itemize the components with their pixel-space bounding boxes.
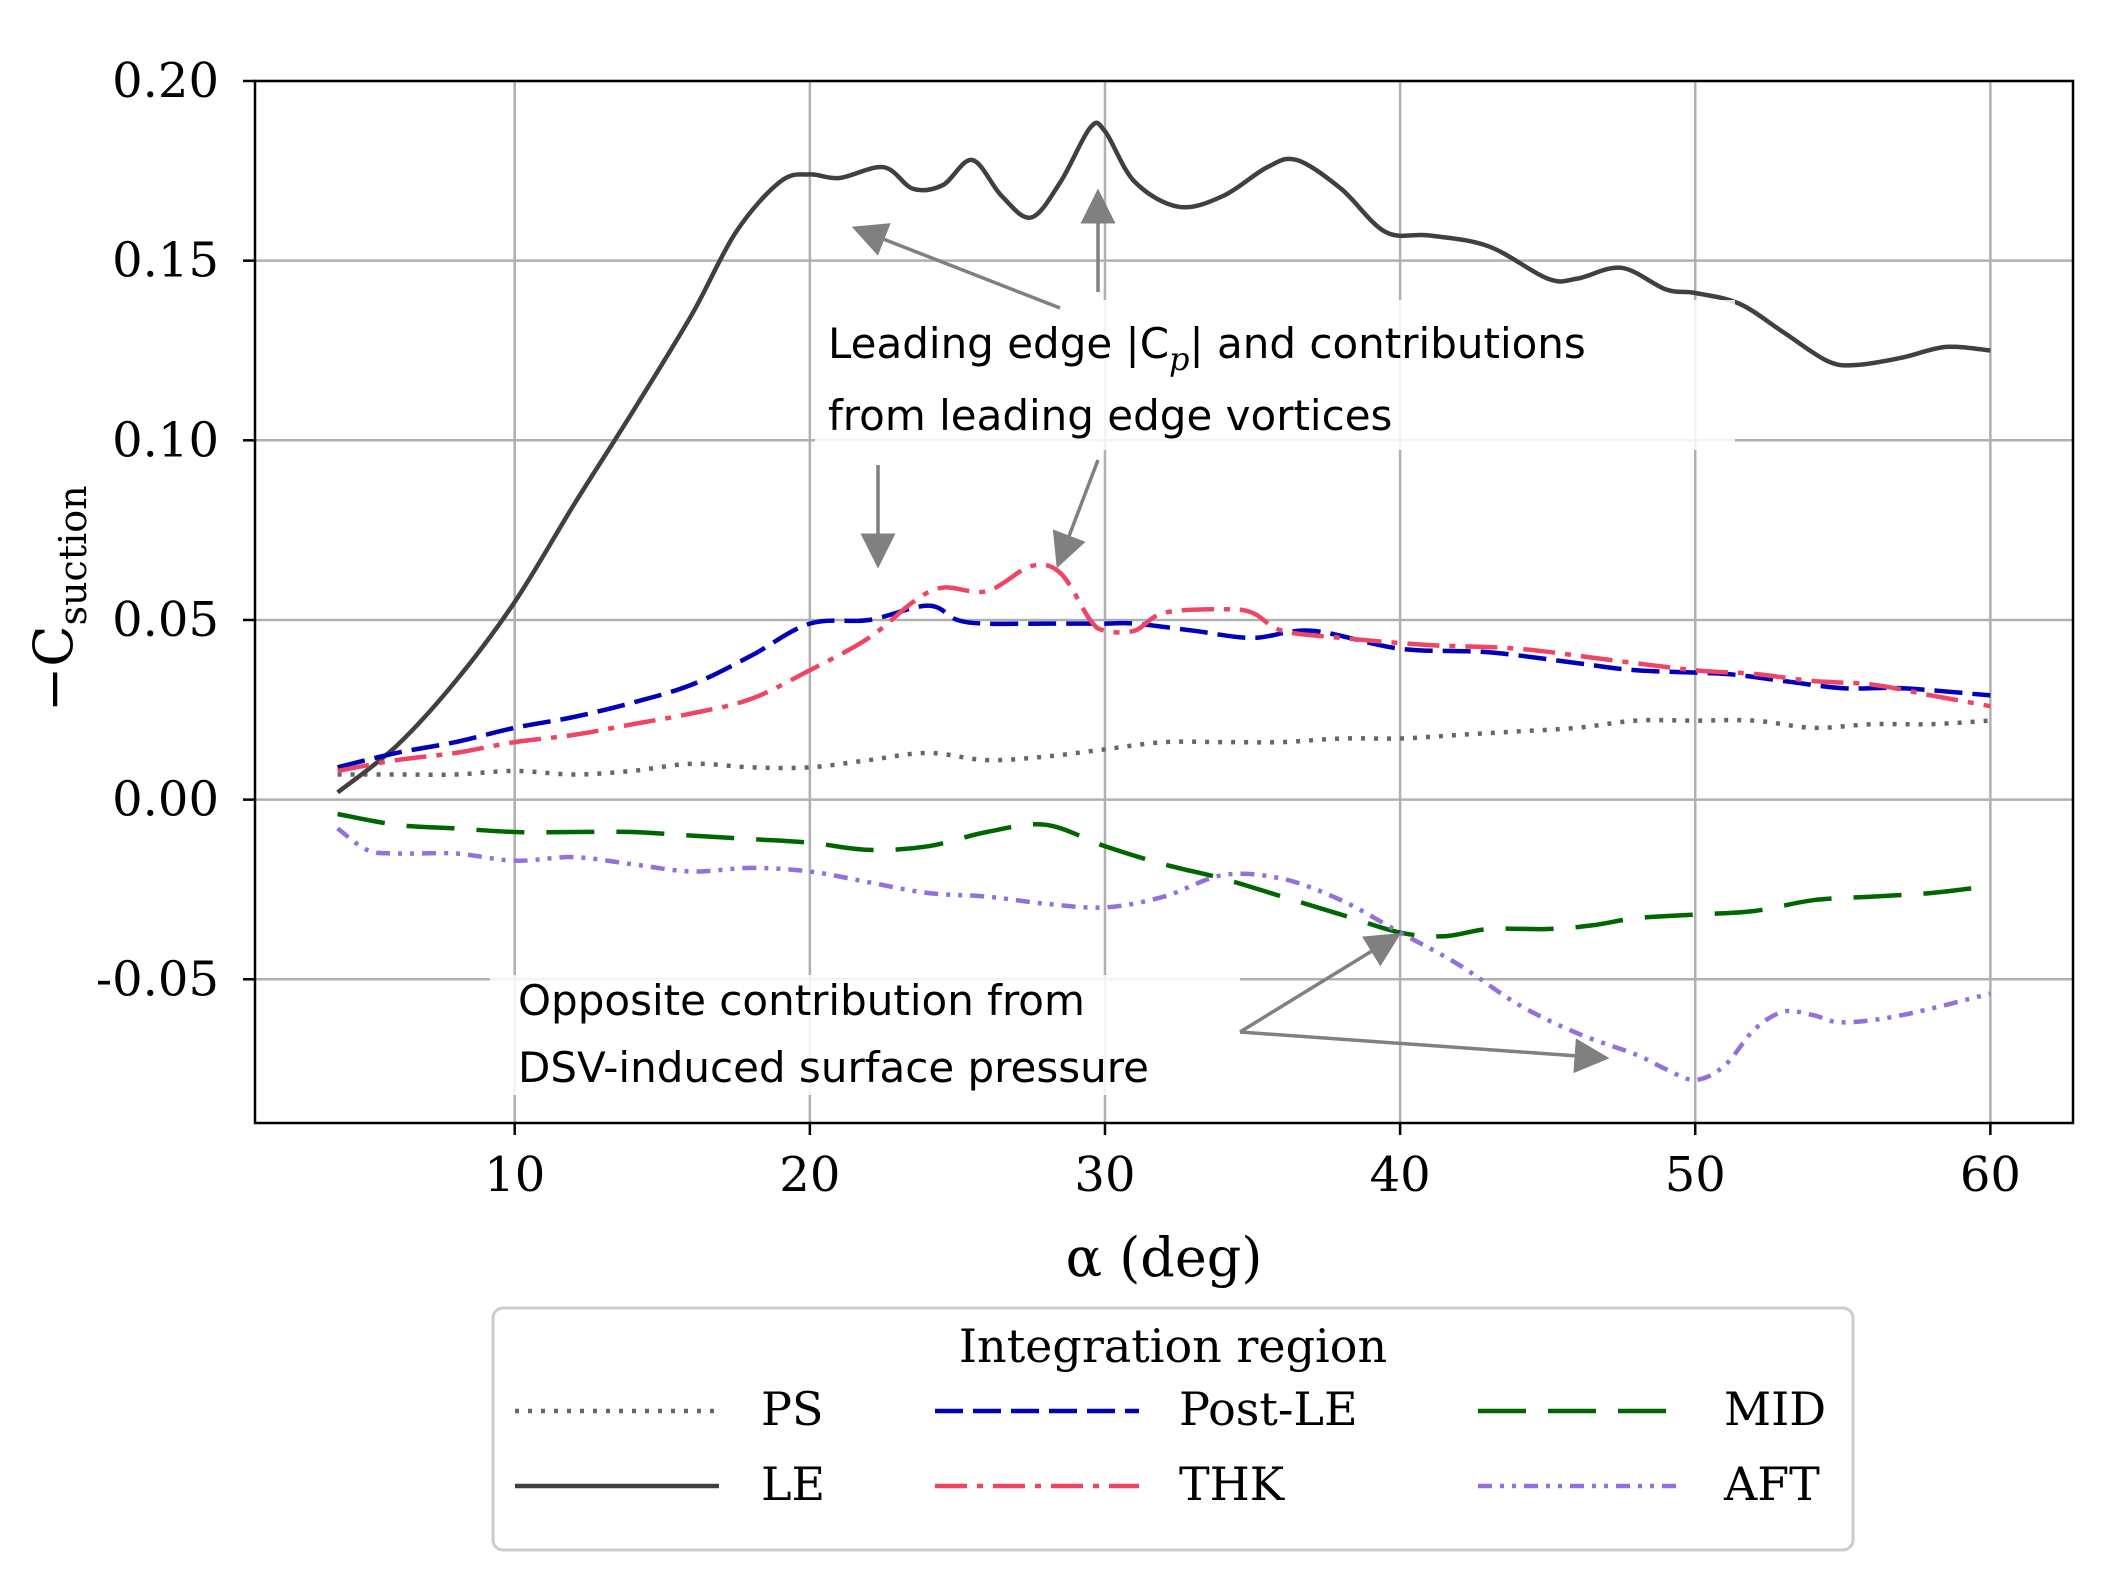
axis-ticks: 10 20 30 40 50 60 -0.05 0.00 0.05 0.10 0.15 0.20 bbox=[96, 53, 2021, 1203]
x-tick-label: 50 bbox=[1665, 1147, 1726, 1203]
series-line-mid bbox=[337, 811, 1991, 939]
y-tick-label: 0.00 bbox=[112, 772, 219, 828]
y-axis-label: −Csuction bbox=[22, 485, 95, 712]
annotation-arrow bbox=[1239, 933, 1401, 1034]
svg-text:−Csuction: −Csuction bbox=[22, 485, 95, 712]
x-tick-label: 30 bbox=[1074, 1147, 1135, 1203]
legend-label-le: LE bbox=[761, 1457, 825, 1511]
legend-label-thk: THK bbox=[1179, 1457, 1286, 1511]
y-axis-label-sub: suction bbox=[51, 485, 95, 625]
x-tick-label: 40 bbox=[1370, 1147, 1431, 1203]
annotation-arrow bbox=[1239, 1030, 1610, 1074]
legend-label-ps: PS bbox=[761, 1382, 823, 1436]
x-tick-label: 10 bbox=[484, 1147, 545, 1203]
y-axis-label-main: −C bbox=[22, 625, 85, 712]
legend: Integration region PS LE Post-LE THK MID AFT bbox=[491, 1306, 1855, 1552]
series-line-le bbox=[336, 120, 1991, 795]
annotation-2-background bbox=[490, 975, 1240, 1095]
x-tick-label: 20 bbox=[779, 1147, 840, 1203]
legend-title: Integration region bbox=[959, 1319, 1387, 1373]
x-tick-label: 60 bbox=[1960, 1147, 2021, 1203]
annotation-arrows bbox=[851, 188, 1610, 1074]
series-line-aft bbox=[336, 826, 1991, 1083]
x-axis-label: α (deg) bbox=[1066, 1226, 1263, 1289]
legend-entries: PS LE Post-LE THK MID AFT bbox=[515, 1382, 1826, 1511]
legend-frame bbox=[491, 1306, 1855, 1552]
series-line-thk bbox=[337, 562, 1991, 774]
legend-label-post-le: Post-LE bbox=[1179, 1382, 1358, 1436]
legend-label-aft: AFT bbox=[1723, 1457, 1820, 1511]
y-tick-label: 0.10 bbox=[112, 412, 219, 468]
series-line-ps bbox=[337, 717, 1991, 778]
annotation-2-line-2: DSV-induced surface pressure bbox=[518, 1043, 1149, 1092]
y-tick-label: -0.05 bbox=[96, 951, 219, 1007]
annotation-2-line-1: Opposite contribution from bbox=[518, 976, 1085, 1025]
annotation-1-line-1: Leading edge |Cp| and contributions bbox=[828, 319, 1586, 378]
y-tick-label: 0.20 bbox=[112, 53, 219, 109]
annotation-1-line-2: from leading edge vortices bbox=[828, 391, 1392, 440]
legend-label-mid: MID bbox=[1724, 1382, 1826, 1436]
y-tick-label: 0.15 bbox=[112, 233, 219, 289]
series-line-post-le bbox=[337, 603, 1991, 770]
series-lines bbox=[336, 120, 1991, 1083]
y-tick-label: 0.05 bbox=[112, 592, 219, 648]
annotation-arrow bbox=[1052, 459, 1100, 569]
plot-frame bbox=[253, 79, 2075, 1125]
annotation-1-background bbox=[815, 300, 1735, 450]
annotations: Leading edge |Cp| and contributions from… bbox=[490, 300, 1735, 1095]
annotation-arrow bbox=[851, 223, 1061, 310]
